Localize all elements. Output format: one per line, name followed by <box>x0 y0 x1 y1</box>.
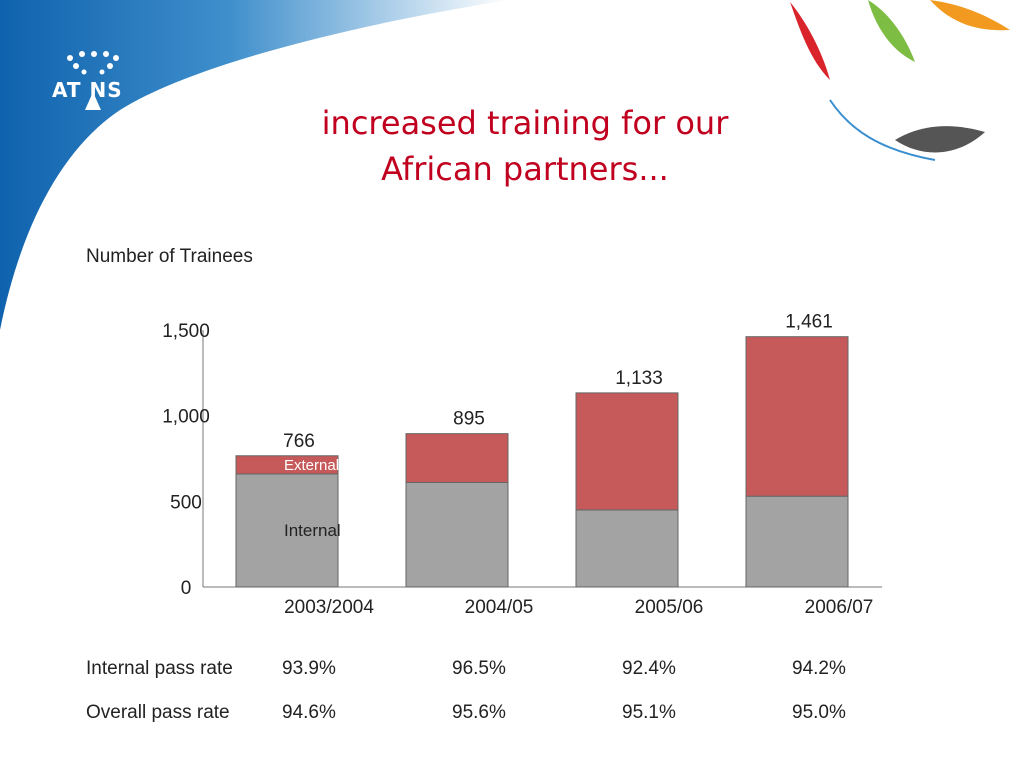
corner-leaf-green <box>868 0 915 62</box>
y-tick-label: 0 <box>181 578 192 599</box>
overall-pass-rate-value: 94.6% <box>282 702 336 723</box>
bar-total-label: 895 <box>453 409 485 430</box>
x-tick-label: 2004/05 <box>465 597 534 618</box>
internal-pass-rate-value: 92.4% <box>622 658 676 679</box>
bar-external-2 <box>405 433 509 483</box>
y-tick-label: 1,000 <box>162 407 210 428</box>
x-tick-label: 2003/2004 <box>284 597 374 618</box>
series-label-external: External <box>284 457 339 474</box>
internal-pass-rate-value: 94.2% <box>792 658 846 679</box>
overall-pass-rate-value: 95.6% <box>452 702 506 723</box>
bar-internal-3 <box>575 509 679 588</box>
bar-internal-2 <box>405 481 509 588</box>
bar-internal-4 <box>745 495 849 588</box>
logo-text: AT NS <box>52 78 123 102</box>
title-line-1: increased training for our <box>321 104 729 142</box>
corner-curve <box>829 99 936 161</box>
y-ticks: 0 500 1,000 1,500 <box>162 321 210 599</box>
atns-logo <box>67 51 119 110</box>
y-tick-label: 500 <box>170 492 202 513</box>
internal-pass-rate-label: Internal pass rate <box>86 658 233 679</box>
x-tick-label: 2005/06 <box>635 597 704 618</box>
bar-external-3 <box>575 392 679 511</box>
corner-leaf-red <box>790 2 830 80</box>
internal-pass-rate-value: 93.9% <box>282 658 336 679</box>
series-label-internal: Internal <box>284 521 341 540</box>
slide-title: increased training for our African partn… <box>260 100 790 192</box>
internal-pass-rate-value: 96.5% <box>452 658 506 679</box>
y-axis-label: Number of Trainees <box>86 246 253 267</box>
bar-total-label: 766 <box>283 431 315 452</box>
overall-pass-rate-value: 95.0% <box>792 702 846 723</box>
bar-external-4 <box>745 336 849 497</box>
overall-pass-rate-label: Overall pass rate <box>86 702 230 723</box>
bars: 766 895 1,133 1,461 External Internal <box>235 312 849 588</box>
x-tick-label: 2006/07 <box>805 597 874 618</box>
bar-internal-1 <box>235 473 339 588</box>
bar-total-label: 1,461 <box>785 312 833 333</box>
bar-total-label: 1,133 <box>615 368 663 389</box>
y-tick-label: 1,500 <box>162 321 210 342</box>
title-line-2: African partners... <box>381 150 669 188</box>
bar-external-1 <box>235 455 339 475</box>
blue-swoosh <box>0 0 510 330</box>
corner-leaf-dark <box>895 126 985 153</box>
x-ticks: 2003/2004 2004/05 2005/06 2006/07 <box>284 597 873 618</box>
corner-leaf-orange <box>930 0 1010 31</box>
overall-pass-rate-value: 95.1% <box>622 702 676 723</box>
